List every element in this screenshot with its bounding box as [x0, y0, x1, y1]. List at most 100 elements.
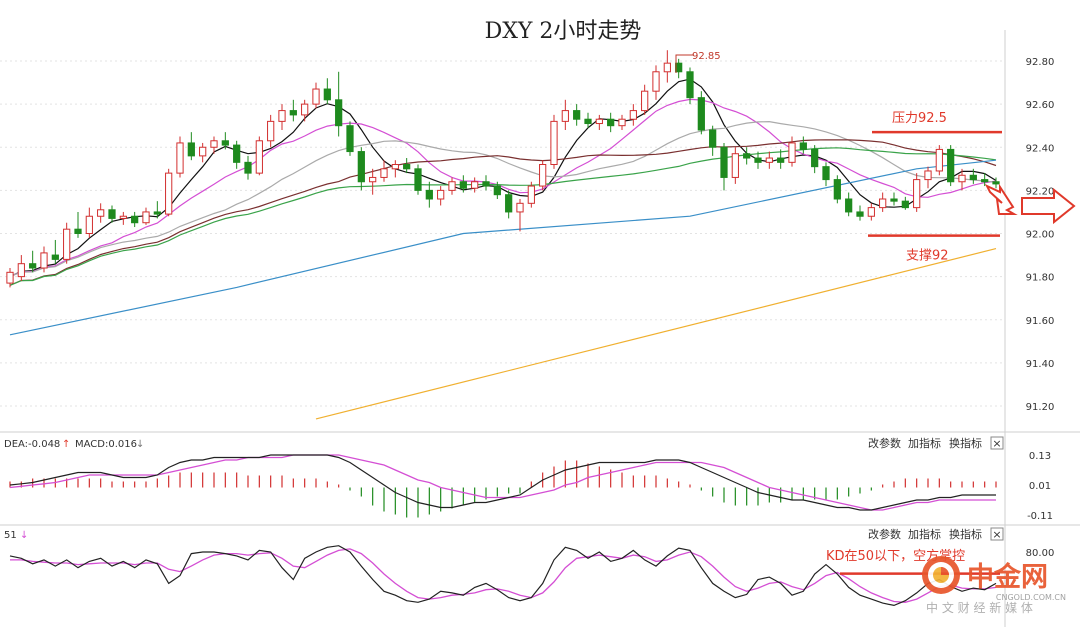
candle-body	[459, 181, 467, 189]
candle	[584, 112, 592, 128]
candle	[720, 142, 728, 191]
candle	[573, 104, 581, 126]
candle	[221, 132, 229, 150]
candle	[301, 99, 309, 122]
candle-body	[607, 118, 615, 127]
candle-body	[17, 263, 25, 278]
candle-body	[799, 142, 807, 150]
candle-body	[901, 200, 909, 209]
ma-line-ma5	[9, 78, 997, 278]
macd-tick-label: 0.13	[1029, 451, 1051, 462]
candle-body	[720, 146, 728, 178]
dif-line	[9, 454, 996, 511]
watermark-domain: CNGOLD.COM.CN	[996, 593, 1066, 602]
candle	[981, 173, 989, 187]
candle-body	[981, 179, 989, 183]
candle-body	[743, 153, 751, 159]
candle	[890, 192, 898, 206]
candle	[471, 177, 479, 193]
change-params-button[interactable]: 改参数	[868, 436, 901, 450]
candle	[448, 177, 456, 195]
candle	[833, 175, 841, 204]
candle	[595, 114, 603, 130]
candle	[289, 99, 297, 122]
macd-lines	[9, 454, 996, 511]
candle-body	[346, 125, 354, 153]
candle	[6, 268, 14, 288]
candle	[879, 192, 887, 212]
candle	[913, 173, 921, 212]
ma-line-ma250	[315, 248, 997, 420]
candle-body	[890, 198, 898, 202]
add-indicator-button[interactable]: 加指标	[908, 527, 941, 541]
candle-body	[391, 164, 399, 170]
candle	[607, 112, 615, 133]
candle	[459, 175, 467, 193]
close-icon: ×	[992, 437, 1001, 450]
close-panel-button[interactable]: ×	[990, 527, 1004, 541]
candle	[74, 211, 82, 238]
candle	[618, 114, 626, 130]
switch-indicator-button[interactable]: 换指标	[949, 527, 982, 541]
candle	[686, 67, 694, 105]
change-params-button[interactable]: 改参数	[868, 527, 901, 541]
candle	[516, 199, 524, 232]
candle-body	[913, 179, 921, 209]
switch-indicator-button[interactable]: 换指标	[949, 436, 982, 450]
peak-marker	[675, 54, 694, 73]
candle-body	[85, 215, 93, 234]
candle	[505, 190, 513, 219]
candle-body	[777, 157, 785, 163]
macd-panel-controls: 改参数 加指标 换指标 ×	[868, 436, 1004, 450]
candle	[777, 149, 785, 169]
candle-body	[153, 211, 161, 215]
candle-body	[414, 168, 422, 191]
candle-body	[822, 166, 830, 181]
candle	[233, 140, 241, 169]
candle-body	[63, 228, 71, 260]
kd-down-arrow-icon: ↓	[20, 530, 28, 541]
kd-panel: 51 ↓ 改参数 加指标 换指标 × 80.00 KD在50以下，空方掌控	[4, 525, 1054, 627]
moving-average-lines	[9, 78, 997, 420]
candle-body	[165, 172, 173, 215]
kd-header: 51 ↓	[4, 530, 28, 541]
candle-body	[493, 185, 501, 196]
candle-body	[51, 254, 59, 260]
ma-line-ma20	[9, 120, 997, 278]
candle-body	[958, 174, 966, 183]
candle-body	[403, 164, 411, 170]
candle-body	[323, 88, 331, 101]
dea-value: DEA:-0.048	[4, 439, 60, 450]
candle	[788, 136, 796, 167]
candle-body	[811, 148, 819, 168]
candle	[550, 114, 558, 169]
macd-panel: DEA:-0.048 ↑ MACD:0.016 ↓ 改参数 加指标 换指标 × …	[4, 432, 1053, 525]
candle-body	[833, 179, 841, 200]
macd-tick-label: 0.01	[1029, 481, 1051, 492]
candle	[278, 104, 286, 130]
candle	[754, 151, 762, 169]
watermark-brand: 中金网	[967, 561, 1048, 593]
candle-body	[29, 263, 37, 269]
candle	[731, 147, 739, 184]
macd-value: MACD:0.016	[75, 439, 137, 450]
kd-tick-label: 80.00	[1026, 548, 1055, 559]
candle	[210, 136, 218, 154]
candle-body	[40, 252, 48, 269]
resistance-label: 压力92.5	[892, 111, 947, 126]
d-line	[10, 548, 997, 603]
candle	[267, 114, 275, 148]
candle	[335, 71, 343, 137]
candle-body	[618, 118, 626, 127]
candle	[369, 168, 377, 195]
add-indicator-button[interactable]: 加指标	[908, 436, 941, 450]
candle	[142, 207, 150, 225]
candle-body	[289, 110, 297, 116]
candle	[51, 239, 59, 264]
candle	[969, 168, 977, 184]
price-panel: 92.80 92.60 92.40 92.20 92.00 91.80 91.60 91.40…	[0, 30, 1054, 432]
candle	[380, 160, 388, 182]
candle	[346, 121, 354, 156]
candle	[697, 91, 705, 135]
close-panel-button[interactable]: ×	[990, 436, 1004, 450]
